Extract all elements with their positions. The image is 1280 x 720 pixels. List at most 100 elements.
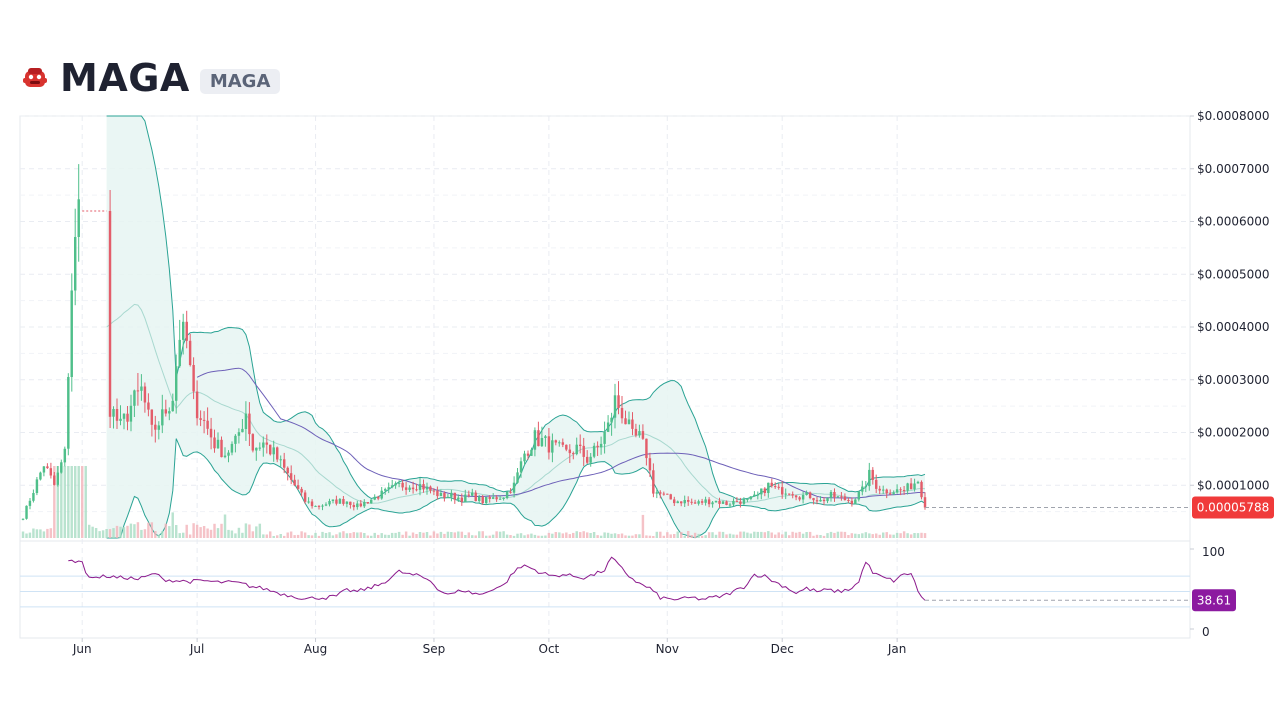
candle-up — [801, 491, 805, 504]
volume-bar — [606, 532, 610, 538]
volume-bar — [283, 535, 286, 538]
volume-bar — [592, 532, 596, 538]
volume-bar — [223, 514, 227, 538]
candle-body — [220, 439, 223, 458]
volume-bar — [213, 523, 216, 538]
candle-up — [418, 477, 422, 496]
candle-body — [335, 499, 338, 504]
month-label: Dec — [771, 642, 794, 656]
candle-body — [777, 486, 780, 488]
candle-body — [471, 492, 474, 496]
volume-bar — [446, 531, 450, 538]
volume-bar — [415, 534, 418, 538]
volume-bar — [262, 534, 265, 538]
candle-up — [471, 488, 474, 497]
volume-bar — [314, 532, 317, 538]
volume-bar — [143, 529, 147, 538]
candle-up — [223, 447, 227, 459]
candle-body — [909, 483, 913, 490]
candle-body — [49, 468, 53, 476]
candle-up — [523, 450, 526, 466]
volume-bar — [185, 524, 188, 538]
candle-body — [446, 496, 450, 498]
volume-bar — [673, 534, 676, 538]
candle-body — [265, 442, 269, 445]
candle-down — [568, 444, 572, 463]
candle-body — [770, 482, 773, 487]
candle-up — [272, 440, 275, 462]
candle-down — [265, 434, 269, 454]
candle-body — [826, 497, 829, 502]
volume-bar — [74, 466, 77, 538]
volume-bar — [728, 533, 732, 538]
volume-bar — [35, 529, 39, 538]
candle-up — [530, 447, 533, 456]
candle-up — [683, 495, 686, 507]
volume-bar — [91, 526, 94, 538]
candle-body — [822, 499, 826, 502]
candle-body — [321, 505, 324, 507]
candle-down — [889, 489, 892, 496]
price-tick-label: $0.0004000 — [1197, 320, 1270, 334]
candle-body — [314, 505, 317, 507]
volume-bar — [641, 514, 645, 538]
volume-bar — [70, 466, 73, 538]
volume-bar — [129, 523, 133, 538]
volume-bars — [21, 466, 927, 538]
candle-up — [331, 499, 335, 504]
candle-body — [749, 496, 753, 499]
candle-body — [293, 479, 296, 486]
volume-bar — [763, 532, 767, 538]
candle-body — [126, 413, 129, 422]
candle-body — [579, 444, 582, 446]
candle-down — [707, 497, 711, 508]
candle-body — [627, 419, 631, 425]
candle-up — [380, 487, 383, 500]
volume-bar — [739, 531, 742, 538]
volume-bar — [669, 534, 672, 538]
volume-bar — [843, 531, 847, 538]
candle-body — [216, 439, 220, 449]
candle-body — [129, 405, 133, 422]
volume-bar — [429, 535, 432, 538]
candle-down — [286, 466, 289, 481]
candle-down — [432, 488, 436, 496]
candle-body — [119, 418, 122, 421]
volume-bar — [366, 535, 370, 538]
volume-bar — [871, 534, 874, 538]
volume-bar — [878, 534, 881, 538]
month-label: Nov — [656, 642, 679, 656]
candle-body — [801, 495, 805, 500]
candle-body — [864, 486, 868, 488]
candle-up — [638, 424, 641, 438]
volume-bar — [397, 531, 401, 538]
candle-body — [753, 494, 756, 497]
candle-body — [875, 479, 878, 489]
candle-body — [596, 445, 599, 448]
candle-body — [885, 489, 888, 494]
candle-down — [481, 495, 484, 505]
candle-body — [592, 445, 596, 457]
volume-bar — [505, 534, 509, 538]
volume-bar — [25, 533, 28, 538]
candle-up — [767, 482, 770, 498]
volume-bar — [812, 535, 815, 538]
price-tick-label: $0.0005000 — [1197, 267, 1270, 281]
candle-body — [279, 459, 282, 461]
candle-down — [422, 479, 425, 493]
volume-bar — [349, 533, 352, 538]
volume-bar — [613, 533, 617, 538]
volume-bar — [394, 532, 397, 538]
volume-bar — [202, 526, 206, 538]
candle-down — [453, 492, 457, 504]
volume-bar — [108, 529, 112, 538]
candle-body — [485, 497, 488, 504]
volume-bar — [850, 533, 854, 538]
volume-bar — [533, 534, 537, 538]
candle-body — [422, 484, 425, 490]
volume-bar — [655, 531, 659, 538]
volume-bar — [568, 534, 572, 538]
volume-bar — [794, 532, 798, 538]
candle-up — [829, 490, 833, 502]
